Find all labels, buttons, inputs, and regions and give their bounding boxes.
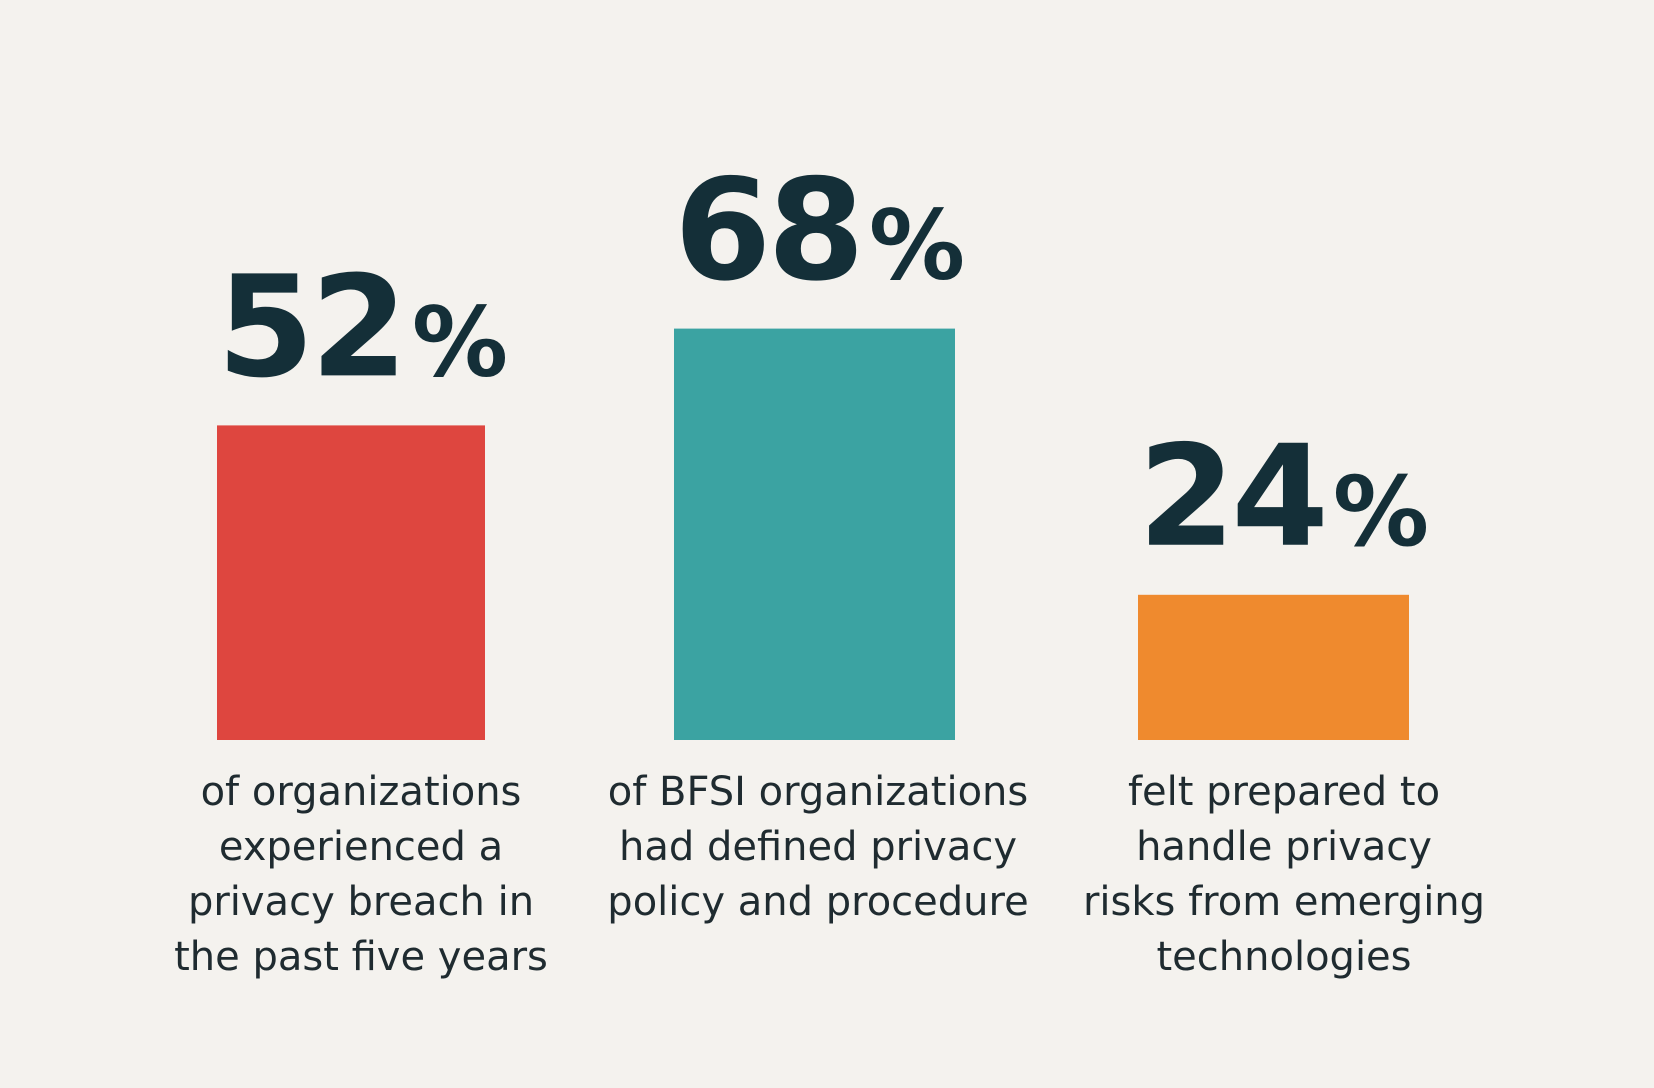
caption-1-line-4: the past five years [174,934,548,980]
caption-1-line-3: privacy breach in [188,879,534,925]
value-label-2: 68% [674,150,963,313]
value-label-1: 52% [217,246,506,409]
caption-3-line-2: handle privacy [1136,824,1432,870]
bar-1 [217,425,485,740]
caption-2-line-2: had defined privacy [619,824,1017,870]
bar-3 [1138,594,1409,740]
caption-3-line-1: felt prepared to [1128,769,1440,815]
caption-3-line-3: risks from emerging [1083,879,1485,925]
bar-2 [674,328,955,740]
caption-2-line-1: of BFSI organizations [608,769,1028,815]
caption-3: felt prepared to handle privacy risks from… [1083,769,1485,980]
caption-2: of BFSI organizations had defined privacy… [607,769,1028,925]
caption-2-line-3: policy and procedure [607,879,1028,925]
caption-1-line-2: experienced a [219,824,503,870]
caption-1-line-1: of organizations [201,769,522,815]
caption-1: of organizations experienced a privacy bre… [174,769,548,980]
caption-3-line-4: technologies [1157,934,1412,980]
value-label-3: 24% [1138,416,1427,579]
